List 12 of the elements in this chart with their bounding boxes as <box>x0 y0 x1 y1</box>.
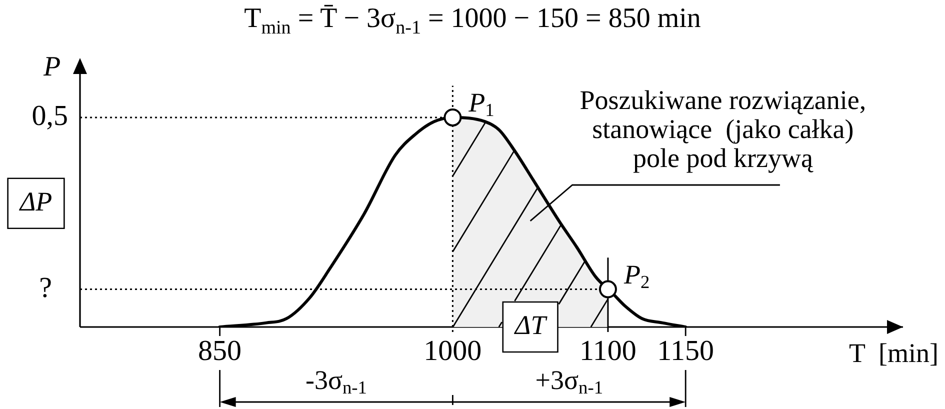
x-tick-label: 1150 <box>657 335 714 368</box>
y-axis-title: P <box>42 51 61 82</box>
annotation: ΔT <box>514 310 548 340</box>
text: ΔP <box>18 186 52 216</box>
x-tick-label: 1000 <box>424 335 482 368</box>
x-axis-title: T [min] <box>849 338 939 368</box>
text: ? <box>39 272 52 304</box>
x-tick-label: 1100 <box>579 335 636 368</box>
annotation: Poszukiwane rozwiązanie, stanowiące (jako całka) pole pod krzywą <box>580 85 866 174</box>
chart-title: T$_{min}$ = T̄ − 3σ$_{n-1}$ = 1000 − 150 = 850 min <box>244 3 701 41</box>
text: 0,5 <box>32 100 68 132</box>
x-tick-label: 850 <box>198 335 242 368</box>
